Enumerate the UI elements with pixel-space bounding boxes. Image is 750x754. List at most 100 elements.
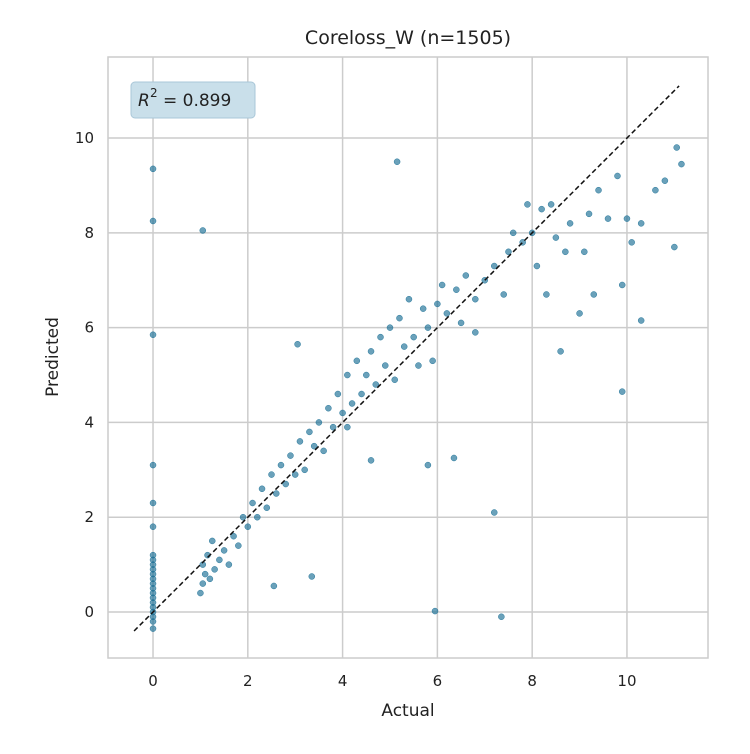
point — [652, 186, 659, 194]
point — [296, 438, 304, 445]
point — [410, 333, 417, 341]
point — [472, 295, 479, 303]
y-tick-label: 0 — [84, 603, 94, 621]
point — [382, 362, 389, 369]
point — [419, 305, 427, 312]
point — [372, 381, 380, 388]
y-tick-label: 6 — [84, 319, 94, 337]
point — [391, 376, 398, 384]
point — [429, 357, 436, 365]
point — [509, 229, 517, 237]
point — [396, 314, 403, 322]
point — [363, 371, 370, 379]
point — [149, 461, 157, 469]
annotation-box — [130, 81, 256, 119]
x-tick-label: 6 — [433, 672, 443, 690]
point — [462, 272, 470, 279]
point — [216, 556, 223, 564]
point — [628, 239, 635, 246]
point — [367, 348, 375, 355]
x-tick-label: 10 — [617, 672, 636, 690]
point — [348, 400, 356, 407]
x-tick-label: 0 — [148, 672, 158, 690]
point — [249, 499, 256, 507]
point — [538, 205, 545, 213]
point — [308, 573, 316, 580]
point — [258, 485, 266, 493]
annotation-superscript: 2 — [150, 86, 158, 100]
point — [301, 466, 308, 474]
point — [566, 220, 574, 227]
point — [498, 613, 505, 621]
point — [294, 340, 301, 348]
x-tick-label: 4 — [338, 672, 348, 690]
point — [576, 310, 583, 317]
point — [505, 248, 512, 256]
point — [618, 281, 626, 289]
point — [329, 423, 337, 431]
point — [581, 248, 588, 256]
point — [590, 291, 598, 298]
point — [673, 144, 680, 151]
point — [199, 227, 207, 234]
y-tick-label: 2 — [84, 508, 94, 526]
point — [149, 499, 157, 507]
point — [557, 348, 564, 355]
point — [320, 447, 327, 455]
point — [595, 186, 602, 194]
point — [149, 523, 157, 530]
y-tick-label: 10 — [75, 129, 94, 147]
point — [618, 388, 626, 395]
point — [431, 607, 439, 615]
point — [244, 523, 252, 530]
point — [315, 419, 323, 426]
point — [149, 217, 157, 225]
point — [524, 201, 531, 208]
point — [678, 160, 685, 168]
point — [353, 357, 361, 365]
point — [230, 532, 237, 540]
point — [614, 172, 621, 180]
point — [450, 454, 458, 462]
point — [443, 310, 451, 317]
point — [344, 423, 351, 431]
point — [287, 452, 294, 459]
plot-frame — [107, 56, 709, 659]
point — [310, 442, 318, 450]
point — [239, 513, 247, 521]
y-axis-label: Predicted — [43, 317, 63, 397]
point — [199, 580, 207, 587]
point — [306, 428, 313, 436]
point — [206, 575, 214, 583]
point — [400, 343, 408, 350]
point — [661, 177, 669, 184]
point — [339, 409, 346, 417]
point — [472, 329, 479, 336]
point — [149, 625, 157, 632]
point — [211, 566, 218, 573]
point — [209, 537, 216, 545]
point — [201, 570, 209, 578]
point — [291, 471, 299, 478]
point — [543, 291, 550, 298]
point — [424, 461, 432, 469]
point — [405, 295, 413, 303]
point — [386, 324, 394, 331]
point — [604, 215, 612, 222]
chart-title: Coreloss_W (n=1505) — [305, 27, 511, 49]
point — [547, 201, 555, 208]
point — [149, 551, 157, 559]
point — [149, 331, 157, 338]
point — [562, 248, 569, 256]
point — [377, 333, 384, 341]
point — [358, 390, 365, 398]
point — [220, 547, 228, 554]
point — [585, 210, 593, 218]
point — [235, 542, 242, 549]
plot-area — [108, 57, 708, 658]
annotation-symbol: R — [138, 91, 150, 111]
point — [434, 300, 441, 308]
point — [533, 262, 541, 270]
point — [671, 243, 678, 251]
